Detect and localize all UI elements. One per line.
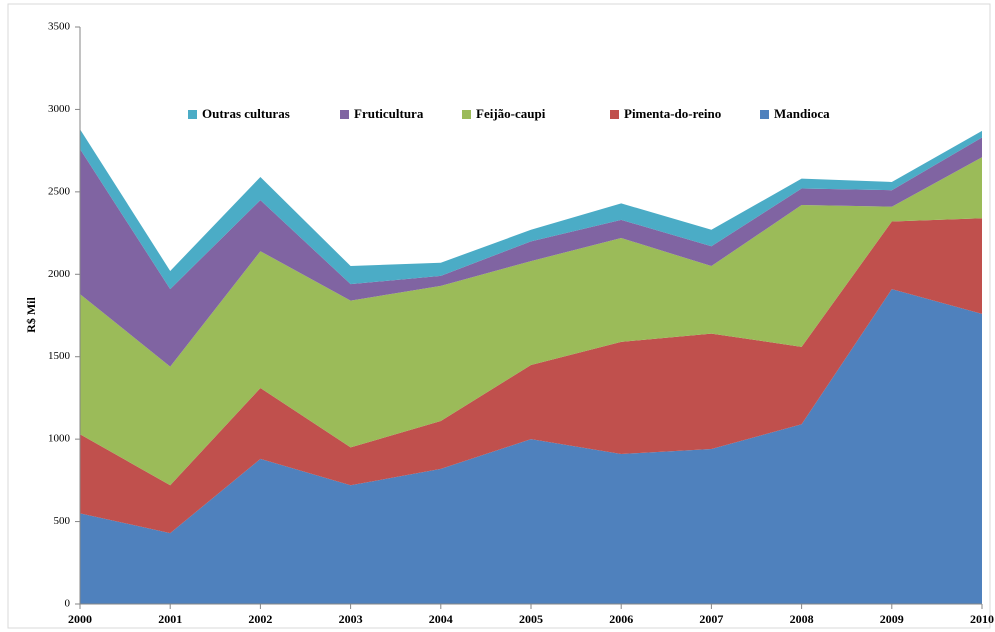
legend-label: Fruticultura: [354, 106, 424, 121]
x-tick-label: 2006: [609, 612, 633, 626]
x-tick-label: 2004: [429, 612, 453, 626]
y-tick-label: 2500: [48, 185, 71, 197]
y-tick-label: 1000: [48, 433, 71, 445]
legend-swatch: [340, 110, 349, 119]
legend-swatch: [610, 110, 619, 119]
y-tick-label: 2000: [48, 268, 71, 280]
area: [80, 289, 982, 604]
x-tick-label: 2009: [880, 612, 904, 626]
y-tick-label: 3500: [48, 21, 71, 33]
legend: Outras culturas Fruticultura Feijão-caupi P…: [188, 106, 830, 121]
y-tick-label: 0: [65, 598, 71, 610]
x-tick-label: 2010: [970, 612, 994, 626]
area: [80, 129, 982, 290]
legend-swatch: [188, 110, 197, 119]
x-tick-label: 2007: [699, 612, 723, 626]
legend-swatch: [760, 110, 769, 119]
x-tick-label: 2005: [519, 612, 543, 626]
legend-label: Mandioca: [774, 106, 830, 121]
chart-frame: [7, 3, 991, 629]
area: [80, 137, 982, 367]
legend-swatch: [462, 110, 471, 119]
x-tick-label: 2002: [248, 612, 272, 626]
y-axis-title: R$ Mil: [24, 297, 38, 333]
y-tick-label: 3000: [48, 103, 71, 115]
area: [80, 218, 982, 534]
legend-label: Feijão-caupi: [476, 106, 546, 121]
y-tick-label: 1500: [48, 350, 71, 362]
x-tick-label: 2003: [339, 612, 363, 626]
legend-label: Outras culturas: [202, 106, 290, 121]
x-tick-label: 2000: [68, 612, 92, 626]
y-tick-label: 500: [54, 515, 71, 527]
area: [80, 157, 982, 486]
x-tick-label: 2001: [158, 612, 182, 626]
legend-label: Pimenta-do-reino: [624, 106, 721, 121]
x-tick-label: 2008: [790, 612, 814, 626]
